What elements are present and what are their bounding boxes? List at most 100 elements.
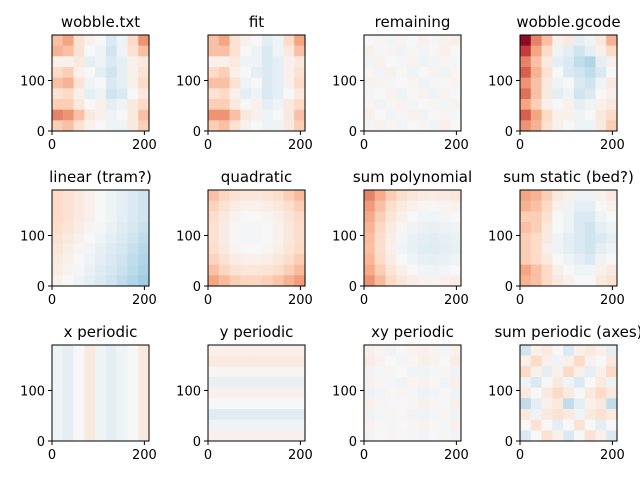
heatmap-cell — [385, 109, 397, 121]
heatmap-cell — [283, 120, 295, 132]
heatmap-cell — [541, 109, 553, 121]
heatmap-cell — [229, 67, 241, 79]
heatmap-cell — [450, 88, 462, 100]
heatmap-cell — [364, 109, 376, 121]
heatmap-cell — [563, 88, 575, 100]
heatmap-cell — [606, 366, 618, 378]
heatmap-cell — [73, 275, 85, 287]
heatmap-cell — [374, 275, 387, 287]
heatmap-cell — [595, 355, 607, 367]
heatmap-cell — [407, 190, 419, 202]
heatmap-cell — [116, 45, 129, 57]
y-tick-label: 0 — [349, 125, 357, 140]
heatmap-cell — [584, 200, 597, 212]
y-tick-label: 0 — [193, 125, 201, 140]
heatmap-cell — [208, 120, 220, 132]
panel-title: linear (tram?) — [49, 168, 152, 186]
heatmap-cell — [407, 409, 419, 421]
heatmap-cell — [294, 222, 306, 234]
heatmap-cell — [62, 120, 75, 132]
panel-9: x periodic 0 200 0 100 — [20, 323, 157, 463]
heatmap-cell — [261, 243, 274, 255]
heatmap-cell — [127, 243, 139, 255]
heatmap-cell — [439, 254, 451, 266]
heatmap-cell — [84, 211, 96, 223]
heatmap-cell — [407, 99, 419, 111]
heatmap-cell — [294, 99, 306, 111]
heatmap-cell — [138, 409, 150, 421]
heatmap-cell — [552, 67, 564, 79]
heatmap-cell — [218, 99, 231, 111]
heatmap-cell — [240, 243, 252, 255]
x-tick-label: 200 — [288, 293, 313, 308]
heatmap-cell — [450, 355, 462, 367]
axes-frame — [207, 344, 306, 442]
heatmap-cell — [396, 67, 408, 79]
heatmap-cell — [530, 200, 543, 212]
heatmap-cell — [73, 377, 85, 389]
heatmap-cell — [530, 88, 543, 100]
heatmap-cell — [385, 56, 397, 68]
heatmap-cell — [261, 232, 274, 244]
heatmap-cell — [573, 275, 586, 287]
heatmap-cell — [283, 243, 295, 255]
heatmap-cell — [385, 99, 397, 111]
x-tick-label: 200 — [132, 138, 157, 153]
heatmap-cell — [283, 355, 295, 367]
heatmap-cell — [294, 88, 306, 100]
heatmap-cell — [573, 345, 586, 357]
heatmap-cell — [364, 345, 376, 357]
heatmap-cell — [520, 419, 532, 431]
heatmap-cell — [138, 275, 150, 287]
heatmap-cell — [563, 45, 575, 57]
heatmap-cell — [294, 211, 306, 223]
heatmap-cell — [218, 109, 231, 121]
heatmap-cell — [127, 366, 139, 378]
heatmap-cell — [563, 67, 575, 79]
heatmap-cell — [84, 243, 96, 255]
heatmap-cell — [573, 120, 586, 132]
heatmap-cell — [552, 77, 564, 89]
heatmap-cell — [428, 243, 441, 255]
heatmap-cell — [52, 355, 64, 367]
heatmap-cell — [374, 56, 387, 68]
heatmap-cell — [116, 275, 129, 287]
heatmap-cell — [541, 345, 553, 357]
x-tick-label: 200 — [600, 448, 625, 463]
heatmap-cell — [385, 275, 397, 287]
heatmap-cell — [385, 120, 397, 132]
heatmap-cell — [251, 275, 263, 287]
heatmap-cell — [127, 254, 139, 266]
y-tick-label: 100 — [488, 229, 513, 244]
heatmap-cell — [374, 254, 387, 266]
heatmap-cell — [428, 56, 441, 68]
heatmap-cell — [407, 419, 419, 431]
heatmap-cell — [272, 232, 285, 244]
heatmap-cell — [595, 419, 607, 431]
heatmap-cell — [218, 45, 231, 57]
heatmap-cell — [573, 99, 586, 111]
heatmap-cell — [229, 56, 241, 68]
heatmap-cell — [450, 387, 462, 399]
heatmap-cell — [595, 387, 607, 399]
heatmap-cell — [520, 190, 532, 202]
heatmap-cell — [606, 200, 618, 212]
heatmap-cell — [272, 77, 285, 89]
heatmap-cell — [520, 232, 532, 244]
heatmap-cell — [294, 398, 306, 410]
heatmap-cell — [272, 398, 285, 410]
heatmap-cell — [116, 398, 129, 410]
heatmap-cell — [530, 377, 543, 389]
heatmap-cell — [240, 200, 252, 212]
heatmap-cell — [251, 345, 263, 357]
heatmap-cell — [385, 387, 397, 399]
heatmap-cell — [606, 99, 618, 111]
heatmap-cell — [428, 409, 441, 421]
heatmap-cell — [127, 409, 139, 421]
heatmap-cell — [450, 419, 462, 431]
heatmap-cell — [407, 67, 419, 79]
heatmap-cell — [261, 398, 274, 410]
heatmap-cell — [240, 99, 252, 111]
heatmap-cell — [261, 345, 274, 357]
heatmap-cell — [407, 377, 419, 389]
